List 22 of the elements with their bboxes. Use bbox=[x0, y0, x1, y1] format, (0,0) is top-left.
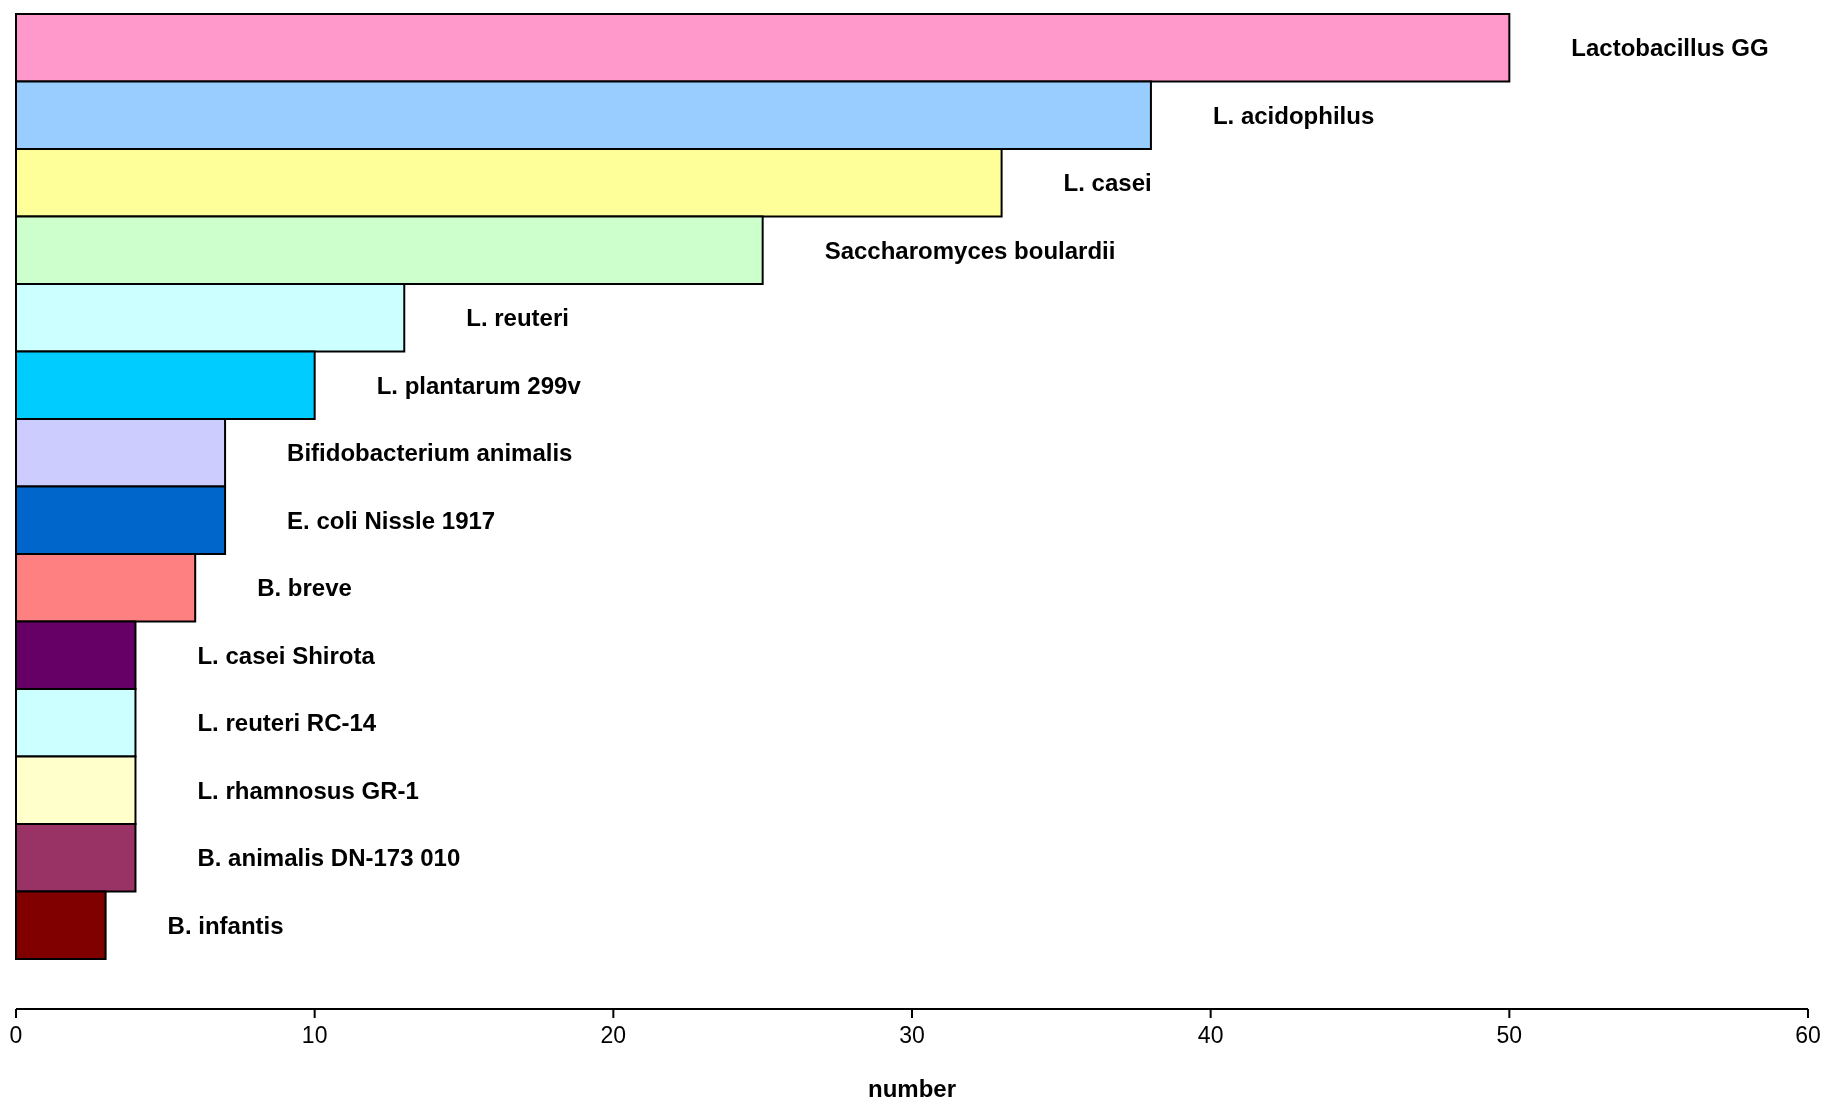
y-tick-label: E. coli Nissle 1917 bbox=[287, 506, 496, 534]
x-tick-label: 50 bbox=[1496, 1022, 1523, 1048]
y-tick-label: Saccharomyces boulardii bbox=[824, 236, 1116, 264]
x-tick-label: 0 bbox=[9, 1022, 23, 1048]
y-tick-label: L. acidophilus bbox=[1212, 101, 1375, 129]
x-tick-label: 30 bbox=[899, 1022, 925, 1048]
x-axis-title: number bbox=[867, 1074, 957, 1102]
y-tick-label: B. animalis DN-173 010 bbox=[197, 844, 461, 872]
y-tick-label: Lactobacillus GG bbox=[1571, 34, 1769, 62]
y-tick-label: L. casei Shirota bbox=[197, 641, 376, 669]
y-tick-label: L. casei bbox=[1063, 169, 1152, 197]
x-tick-label: 40 bbox=[1197, 1022, 1224, 1048]
y-tick-label: L. plantarum 299v bbox=[376, 371, 582, 399]
y-tick-label: L. rhamnosus GR-1 bbox=[197, 776, 419, 804]
y-tick-label: B. infantis bbox=[167, 911, 284, 939]
x-tick-label: 60 bbox=[1795, 1022, 1821, 1048]
y-tick-label: L. reuteri RC-14 bbox=[197, 709, 377, 737]
x-tick-label: 20 bbox=[600, 1022, 627, 1048]
y-tick-label: B. breve bbox=[257, 574, 352, 602]
x-tick-label: 10 bbox=[301, 1022, 328, 1048]
y-tick-label: L. reuteri bbox=[466, 304, 569, 332]
y-tick-label: Bifidobacterium animalis bbox=[287, 439, 573, 467]
